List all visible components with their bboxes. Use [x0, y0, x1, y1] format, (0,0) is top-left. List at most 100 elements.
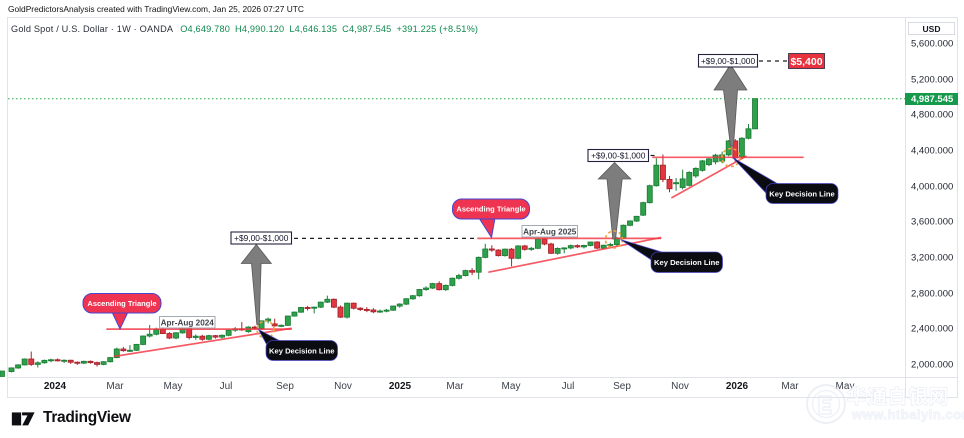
candle-body — [429, 283, 436, 289]
candle-body — [686, 172, 693, 186]
price-tick-label: 5,200.000 — [911, 74, 954, 86]
candle-body — [133, 343, 140, 351]
key-decision-label: Key Decision Line — [769, 189, 834, 198]
candle-body — [581, 244, 587, 248]
candle-body — [699, 160, 706, 171]
candle-body — [330, 298, 337, 308]
candle-body — [166, 333, 173, 339]
candle-body — [212, 335, 219, 338]
highlight-circle — [604, 230, 624, 249]
candle-body — [87, 360, 94, 364]
key-decision-label: Key Decision Line — [269, 346, 334, 355]
range-label: Apr-Aug 2025 — [523, 227, 577, 236]
key-decision-bubble — [265, 340, 338, 361]
candle-body — [627, 220, 633, 226]
price-objective-label: $5,400 — [790, 56, 822, 68]
candle-body — [41, 359, 48, 364]
ascending-triangle-bubble — [452, 198, 530, 220]
price-objective-badge — [788, 53, 825, 69]
candle-body — [304, 307, 311, 309]
candle-body — [317, 301, 324, 308]
candle-body — [192, 335, 199, 338]
candle-body — [567, 245, 574, 249]
candle-body — [265, 318, 272, 322]
candle-body — [534, 238, 541, 249]
price-tick-label: 3,200.000 — [911, 252, 954, 264]
candle-body — [173, 332, 179, 339]
candle-body — [541, 238, 548, 245]
price-target-label: +$9,00-$1,000 — [591, 151, 646, 161]
candle-body — [159, 328, 166, 334]
candle-body — [442, 284, 449, 291]
candle-body — [146, 333, 153, 337]
candle-body — [488, 248, 495, 251]
candle-body — [140, 335, 147, 345]
price-tick-label: 4,000.000 — [911, 181, 954, 193]
time-tick-month: Nov — [671, 381, 689, 392]
candle-body — [34, 362, 41, 365]
candle-body — [120, 348, 127, 352]
up-arrow — [713, 63, 748, 147]
candle-body — [67, 359, 74, 363]
candle-body — [587, 241, 594, 246]
chart-legend[interactable]: Gold Spot / U.S. Dollar · 1W · OANDA O4,6… — [11, 24, 483, 34]
candle-body — [337, 306, 344, 318]
legend-high: H4,990.120 — [235, 24, 285, 34]
candle-body — [528, 247, 535, 250]
candle-body — [508, 248, 515, 259]
time-axis-separator — [7, 377, 958, 378]
candle-body — [409, 295, 416, 300]
price-tick-label: 2,000.000 — [911, 359, 954, 371]
currency-label[interactable]: USD — [908, 22, 955, 35]
legend-open: O4,649.780 — [180, 24, 231, 34]
candle-body — [495, 249, 502, 257]
price-target-box — [230, 231, 293, 245]
price-tick-label: 2,800.000 — [911, 288, 954, 300]
up-arrow — [597, 161, 632, 240]
candle-body — [344, 302, 351, 318]
candle-body — [113, 348, 120, 359]
candle-body — [15, 364, 22, 369]
watermark-site-url: www.htbaiyin.com — [851, 407, 964, 422]
candle-body — [107, 357, 114, 363]
candle-body — [679, 178, 686, 188]
candle-body — [462, 270, 469, 277]
time-tick-year: 2026 — [725, 381, 749, 392]
partial-candle-artifact — [0, 370, 5, 377]
candle-body — [752, 98, 758, 130]
ascending-triangle-bubble — [82, 293, 162, 314]
candle-body — [659, 164, 666, 180]
legend-low: L4,646.135 — [289, 24, 338, 34]
candle-body — [666, 179, 673, 190]
time-tick-year: 2024 — [43, 381, 67, 392]
candle-body — [350, 302, 357, 309]
candle-body — [396, 303, 403, 307]
candle-body — [653, 164, 660, 187]
time-tick-month: Jul — [219, 381, 233, 392]
candle-body — [745, 128, 752, 139]
candle-body — [600, 244, 607, 249]
candle-body — [455, 275, 462, 279]
candle-body — [469, 270, 476, 273]
candle-body — [390, 305, 397, 311]
candle-body — [673, 182, 680, 185]
candle-body — [502, 248, 508, 257]
price-target-label: +$9,00-$1,000 — [701, 56, 756, 66]
legend-symbol: Gold Spot / U.S. Dollar · 1W · OANDA — [11, 24, 174, 34]
candle-body — [28, 358, 35, 365]
candle-body — [271, 323, 278, 327]
candle-body — [219, 334, 226, 338]
tradingview-logo[interactable]: TradingView — [10, 405, 131, 431]
candle-body — [357, 307, 364, 310]
price-tick-label: 4,400.000 — [911, 145, 954, 157]
candle-body — [554, 248, 561, 254]
watermark-site-name: 华通白银网 — [847, 385, 950, 408]
candle-body — [54, 359, 61, 362]
candle-body — [205, 335, 212, 340]
candle-body — [561, 247, 568, 250]
candle-body — [712, 154, 719, 163]
candle-body — [80, 360, 87, 364]
candle-body — [640, 202, 647, 216]
candle-body — [199, 335, 206, 340]
